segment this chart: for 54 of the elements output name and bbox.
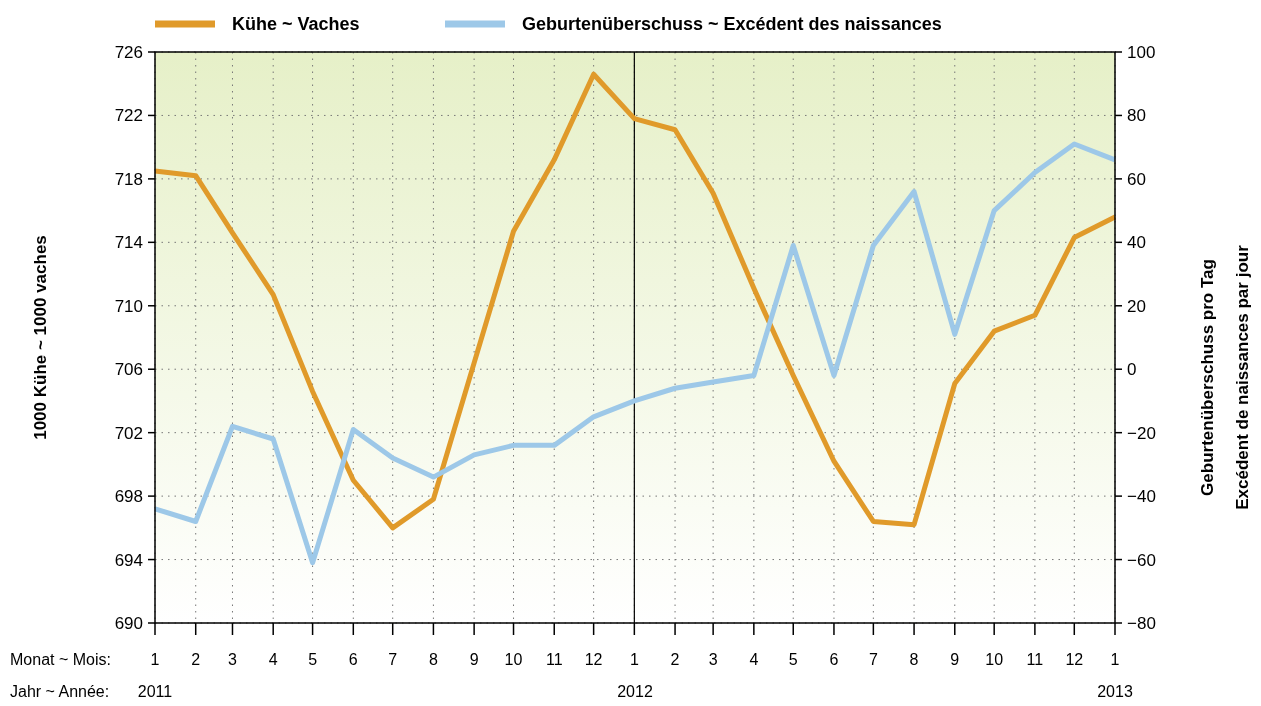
x-tick-label: 6	[348, 651, 358, 668]
y2-tick-label: −40	[1127, 487, 1156, 507]
x-tick-label: 2	[670, 651, 680, 668]
text: Monat ~ Mois:	[10, 651, 111, 668]
x-tick-label: 9	[469, 651, 479, 668]
x-tick-label: 2	[191, 651, 201, 668]
y2-tick-label: 100	[1127, 42, 1156, 62]
x-tick-label: 11	[1026, 651, 1044, 668]
y-tick-label: 714	[114, 233, 143, 253]
x-tick-label: 5	[788, 651, 798, 668]
legend-label: Geburtenüberschuss ~ Excédent des naissances	[522, 14, 942, 35]
y2-tick-label: 20	[1127, 296, 1146, 316]
y-tick-label: 710	[114, 296, 143, 316]
y-tick-label: 694	[114, 550, 143, 570]
x-tick-label: 1	[150, 651, 160, 668]
x-tick-label: 6	[829, 651, 839, 668]
x-tick-label: 1	[629, 651, 639, 668]
x-tick-label: 12	[1065, 651, 1084, 668]
y-tick-label: 718	[114, 169, 143, 189]
y-tick-label: 698	[114, 487, 143, 507]
text: 2013	[1097, 683, 1133, 700]
y2-tick-label: −80	[1127, 613, 1156, 633]
x-tick-label: 3	[228, 651, 238, 668]
x-tick-label: 12	[584, 651, 603, 668]
text: 2012	[617, 683, 653, 700]
x-tick-label: 7	[868, 651, 878, 668]
y2-tick-label: −60	[1127, 550, 1156, 570]
y-tick-label: 726	[114, 42, 143, 62]
text: Jahr ~ Année:	[10, 683, 110, 700]
y2-tick-label: −20	[1127, 423, 1156, 443]
y-tick-label: 702	[114, 423, 143, 443]
x-tick-label: 10	[985, 651, 1004, 668]
x-tick-label: 10	[504, 651, 523, 668]
x-tick-label: 5	[308, 651, 318, 668]
x-tick-label: 9	[950, 651, 960, 668]
legend-label: Kühe ~ Vaches	[232, 14, 360, 35]
x-tick-label: 3	[708, 651, 718, 668]
y2-tick-label: 40	[1127, 233, 1146, 253]
y-axis-title: 1000 Kühe ~ 1000 vaches	[31, 235, 50, 440]
y2-tick-label: 60	[1127, 169, 1146, 189]
text: 2011	[137, 683, 173, 700]
x-tick-label: 11	[545, 651, 563, 668]
x-tick-label: 4	[268, 651, 278, 668]
y2-tick-label: 80	[1127, 106, 1146, 126]
x-tick-label: 7	[388, 651, 398, 668]
x-tick-label: 1	[1110, 651, 1120, 668]
y-tick-label: 722	[114, 106, 143, 126]
x-tick-label: 8	[428, 651, 438, 668]
x-tick-label: 4	[749, 651, 759, 668]
y2-tick-label: 0	[1127, 360, 1137, 380]
y2-axis-title: Geburtenüberschuss pro Tag Excédent de naissances par jour	[1198, 244, 1252, 510]
x-tick-label: 8	[909, 651, 919, 668]
y-tick-label: 690	[114, 613, 143, 633]
y-tick-label: 706	[114, 360, 143, 380]
